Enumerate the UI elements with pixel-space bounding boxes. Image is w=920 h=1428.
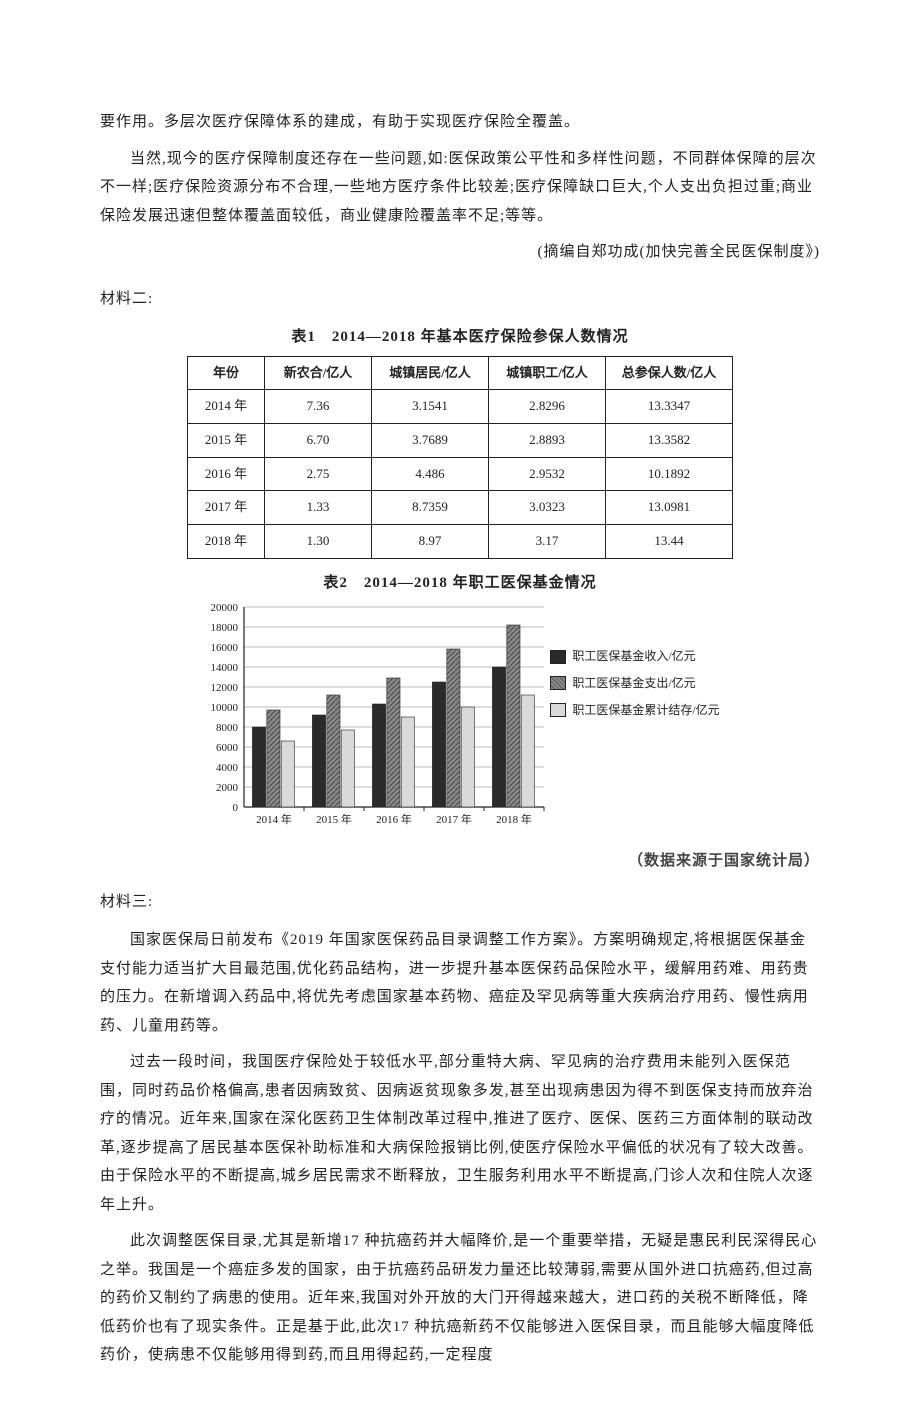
table-cell: 2.8296 xyxy=(489,390,606,424)
bar-chart-svg: 0 2000 4000 6000 8000 10000 12000 14000 16000 180… xyxy=(200,601,550,833)
paragraph-2: 当然,现今的医疗保障制度还存在一些问题,如:医保政策公平性和多样性问题，不同群体… xyxy=(100,145,820,231)
svg-text:2017 年: 2017 年 xyxy=(436,812,472,826)
table-cell: 3.7689 xyxy=(372,423,489,457)
paragraph-3: 国家医保局日前发布《2019 年国家医保药品目录调整工作方案》。方案明确规定,将… xyxy=(100,926,820,1040)
table-cell: 2018 年 xyxy=(188,524,265,558)
bar xyxy=(313,715,326,807)
paragraph-lead: 要作用。多层次医疗保障体系的建成，有助于实现医疗保险全覆盖。 xyxy=(100,108,820,137)
svg-text:12000: 12000 xyxy=(211,682,239,694)
table1-col-header: 年份 xyxy=(188,356,265,390)
bar xyxy=(507,625,520,807)
svg-text:2016 年: 2016 年 xyxy=(376,812,412,826)
table-row: 2018 年1.308.973.1713.44 xyxy=(188,524,733,558)
legend-item: 职工医保基金收入/亿元 xyxy=(550,645,719,668)
legend-item: 职工医保基金支出/亿元 xyxy=(550,672,719,695)
svg-text:10000: 10000 xyxy=(211,702,239,714)
table-cell: 7.36 xyxy=(265,390,372,424)
table-cell: 2.8893 xyxy=(489,423,606,457)
svg-text:0: 0 xyxy=(233,802,239,814)
section-head-material-3: 材料三: xyxy=(100,888,820,917)
legend-label: 职工医保基金支出/亿元 xyxy=(572,672,695,695)
svg-text:2015 年: 2015 年 xyxy=(316,812,352,826)
legend-swatch xyxy=(550,703,566,717)
table1-header-row: 年份新农合/亿人城镇居民/亿人城镇职工/亿人总参保人数/亿人 xyxy=(188,356,733,390)
table-cell: 13.3582 xyxy=(606,423,733,457)
table1-col-header: 新农合/亿人 xyxy=(265,356,372,390)
table-cell: 3.1541 xyxy=(372,390,489,424)
section-head-material-2: 材料二: xyxy=(100,285,820,314)
svg-text:2018 年: 2018 年 xyxy=(496,812,532,826)
chart-title: 表2 2014—2018 年职工医保基金情况 xyxy=(100,569,820,598)
table-cell: 1.30 xyxy=(265,524,372,558)
svg-text:4000: 4000 xyxy=(216,762,239,774)
bar xyxy=(342,730,355,807)
bar xyxy=(282,741,295,807)
bar xyxy=(373,704,386,807)
svg-text:14000: 14000 xyxy=(211,662,239,674)
table-cell: 6.70 xyxy=(265,423,372,457)
bar xyxy=(327,695,340,807)
bar xyxy=(447,649,460,807)
attribution-1: (摘编自郑功成(加快完善全民医保制度》) xyxy=(100,238,820,267)
bar xyxy=(433,682,446,807)
table-cell: 8.97 xyxy=(372,524,489,558)
table1-col-header: 城镇居民/亿人 xyxy=(372,356,489,390)
paragraph-5: 此次调整医保目录,尤其是新增17 种抗癌药并大幅降价,是一个重要举措，无疑是惠民… xyxy=(100,1227,820,1370)
table-cell: 2.75 xyxy=(265,457,372,491)
table-cell: 4.486 xyxy=(372,457,489,491)
bar xyxy=(267,710,280,807)
table-cell: 10.1892 xyxy=(606,457,733,491)
legend-swatch xyxy=(550,650,566,664)
table-cell: 2015 年 xyxy=(188,423,265,457)
table-row: 2015 年6.703.76892.889313.3582 xyxy=(188,423,733,457)
data-source-note: （数据来源于国家统计局） xyxy=(100,847,820,876)
svg-text:2014 年: 2014 年 xyxy=(256,812,292,826)
table-cell: 2017 年 xyxy=(188,491,265,525)
svg-text:16000: 16000 xyxy=(211,642,239,654)
table-cell: 13.0981 xyxy=(606,491,733,525)
bar xyxy=(462,707,475,807)
table-cell: 3.0323 xyxy=(489,491,606,525)
legend-label: 职工医保基金收入/亿元 xyxy=(572,645,695,668)
bar xyxy=(493,667,506,807)
bar xyxy=(387,678,400,807)
table1-title: 表1 2014—2018 年基本医疗保险参保人数情况 xyxy=(100,323,820,352)
table-cell: 13.44 xyxy=(606,524,733,558)
chart-legend: 职工医保基金收入/亿元职工医保基金支出/亿元职工医保基金累计结存/亿元 xyxy=(550,601,719,833)
table-cell: 8.7359 xyxy=(372,491,489,525)
table-row: 2017 年1.338.73593.032313.0981 xyxy=(188,491,733,525)
table-cell: 3.17 xyxy=(489,524,606,558)
legend-label: 职工医保基金累计结存/亿元 xyxy=(572,699,719,722)
bar xyxy=(253,727,266,807)
bar xyxy=(522,695,535,807)
table-row: 2016 年2.754.4862.953210.1892 xyxy=(188,457,733,491)
table-cell: 2.9532 xyxy=(489,457,606,491)
svg-text:8000: 8000 xyxy=(216,722,239,734)
table-cell: 2016 年 xyxy=(188,457,265,491)
svg-text:6000: 6000 xyxy=(216,742,239,754)
svg-text:18000: 18000 xyxy=(211,622,239,634)
table-cell: 13.3347 xyxy=(606,390,733,424)
bar xyxy=(402,717,415,807)
table1-col-header: 总参保人数/亿人 xyxy=(606,356,733,390)
table-cell: 2014 年 xyxy=(188,390,265,424)
legend-swatch xyxy=(550,676,566,690)
svg-text:2000: 2000 xyxy=(216,782,239,794)
table1-col-header: 城镇职工/亿人 xyxy=(489,356,606,390)
chart-container: 0 2000 4000 6000 8000 10000 12000 14000 16000 180… xyxy=(100,601,820,833)
legend-item: 职工医保基金累计结存/亿元 xyxy=(550,699,719,722)
table-row: 2014 年7.363.15412.829613.3347 xyxy=(188,390,733,424)
table-cell: 1.33 xyxy=(265,491,372,525)
paragraph-4: 过去一段时间，我国医疗保险处于较低水平,部分重特大病、罕见病的治疗费用未能列入医… xyxy=(100,1048,820,1219)
svg-text:20000: 20000 xyxy=(211,602,239,614)
table1: 年份新农合/亿人城镇居民/亿人城镇职工/亿人总参保人数/亿人 2014 年7.3… xyxy=(187,356,733,559)
